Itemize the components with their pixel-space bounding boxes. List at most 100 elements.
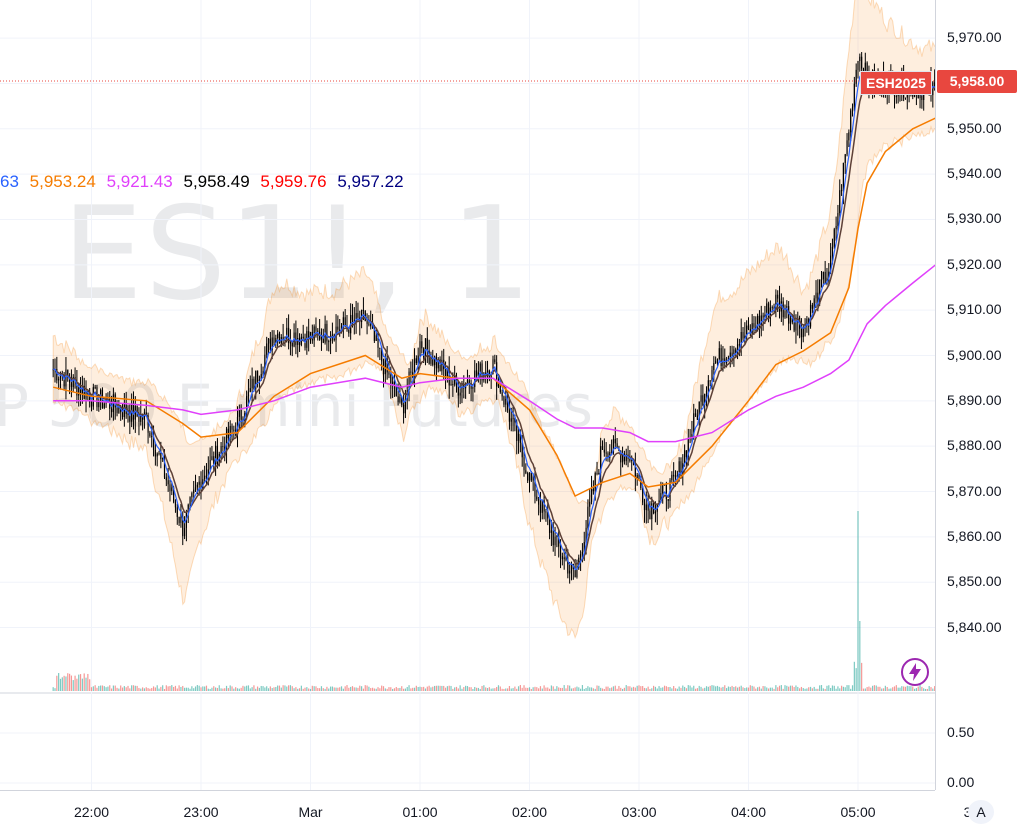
- candle-body: [288, 327, 290, 343]
- volume-bar: [707, 686, 709, 691]
- candle-body: [751, 323, 753, 334]
- volume-bar: [822, 688, 824, 691]
- candle-body: [329, 337, 332, 342]
- volume-bar: [543, 685, 545, 691]
- legend-value-ema-fast: 63: [0, 172, 19, 191]
- candle-body: [162, 457, 164, 460]
- volume-bar: [601, 688, 604, 691]
- time-axis[interactable]: 22:00 23:00 Mar 01:00 02:00 03:00 04:00 05:00 3: [0, 790, 971, 831]
- volume-bar: [173, 686, 175, 691]
- price-tick-label: 5,950.00: [947, 119, 1002, 136]
- volume-bar: [452, 688, 454, 691]
- candle-body: [337, 326, 339, 330]
- candle-body: [530, 472, 532, 481]
- volume-bar: [145, 687, 147, 691]
- candle-body: [355, 313, 357, 323]
- candle-body: [844, 154, 846, 163]
- volume-bar: [379, 688, 381, 691]
- volume-bar: [134, 685, 136, 691]
- candle-body: [59, 375, 62, 379]
- candle-body: [631, 460, 633, 462]
- candle-body: [501, 392, 503, 397]
- candle-body: [90, 402, 93, 407]
- candle-body: [687, 438, 689, 457]
- candle-body: [377, 335, 379, 348]
- candle-body: [269, 338, 271, 350]
- volume-bar: [267, 688, 270, 691]
- candle-body: [260, 374, 262, 380]
- candle-body: [187, 504, 189, 512]
- price-plot[interactable]: [0, 0, 935, 790]
- volume-bar: [120, 685, 122, 691]
- candle-body: [149, 432, 151, 437]
- contract-tag: ESH2025: [860, 71, 932, 95]
- volume-bar: [194, 686, 197, 691]
- candle-body: [775, 294, 777, 310]
- volume-bar: [826, 685, 828, 691]
- candle-body: [600, 446, 602, 474]
- volume-bar: [534, 686, 536, 691]
- candle-body: [151, 436, 153, 438]
- volatility-band: [52, 0, 935, 640]
- volume-bar: [833, 685, 835, 691]
- volume-bar: [793, 687, 795, 691]
- volume-bar: [775, 685, 777, 691]
- volume-bar: [934, 686, 935, 691]
- volume-bar: [930, 687, 932, 691]
- volume-bar: [747, 687, 750, 691]
- candle-body: [665, 484, 667, 500]
- volume-bar: [653, 685, 655, 691]
- candle-body: [457, 385, 459, 396]
- volume-bar: [868, 686, 870, 691]
- volume-bar: [510, 688, 512, 691]
- volume-bar: [424, 688, 427, 691]
- volume-bar: [249, 688, 251, 691]
- volume-bar: [700, 686, 702, 691]
- volume-bar: [496, 686, 498, 691]
- volume-bar: [196, 685, 198, 691]
- volume-bar: [764, 686, 766, 691]
- candle-body: [795, 322, 797, 331]
- lightning-icon[interactable]: [900, 657, 930, 687]
- volume-bar: [698, 685, 700, 691]
- volume-bar: [600, 687, 602, 691]
- volume-bar: [556, 686, 558, 691]
- candle-body: [140, 414, 142, 422]
- volume-bar: [799, 688, 801, 691]
- candle-body: [802, 328, 804, 338]
- volume-bar: [596, 685, 598, 691]
- volume-bar: [331, 686, 333, 691]
- volume-bar: [749, 685, 751, 691]
- candle-body: [381, 348, 383, 362]
- volume-bar: [143, 688, 146, 691]
- candle-body: [510, 418, 512, 422]
- volume-bar: [609, 688, 611, 691]
- volume-bar: [231, 686, 233, 691]
- volume-bar: [256, 686, 259, 691]
- volume-bar: [251, 687, 253, 691]
- candle-body: [729, 352, 731, 359]
- volume-bar: [870, 687, 872, 691]
- candle-body: [722, 358, 724, 366]
- price-tick-label: 5,860.00: [947, 527, 1002, 544]
- volume-bar: [523, 685, 525, 691]
- volume-bar: [364, 685, 366, 691]
- candle-body: [309, 331, 312, 339]
- volume-bar: [315, 686, 317, 691]
- volume-bar: [788, 686, 790, 691]
- candle-body: [401, 396, 403, 405]
- candle-body: [289, 342, 292, 344]
- price-scale[interactable]: 5,970.005,960.005,950.005,940.005,930.00…: [935, 0, 1022, 790]
- volume-bar: [65, 676, 67, 691]
- symbol-name-watermark: P 500 E-mini Futures: [0, 372, 593, 440]
- candle-body: [534, 476, 536, 497]
- volume-bar: [598, 685, 600, 691]
- volume-bar: [92, 686, 94, 691]
- price-tick-label: 5,930.00: [947, 210, 1002, 227]
- candle-body: [65, 369, 67, 387]
- auto-scale-button[interactable]: A: [968, 800, 994, 824]
- volume-bar: [733, 687, 735, 691]
- candle-body: [569, 570, 571, 574]
- candle-body: [426, 338, 428, 351]
